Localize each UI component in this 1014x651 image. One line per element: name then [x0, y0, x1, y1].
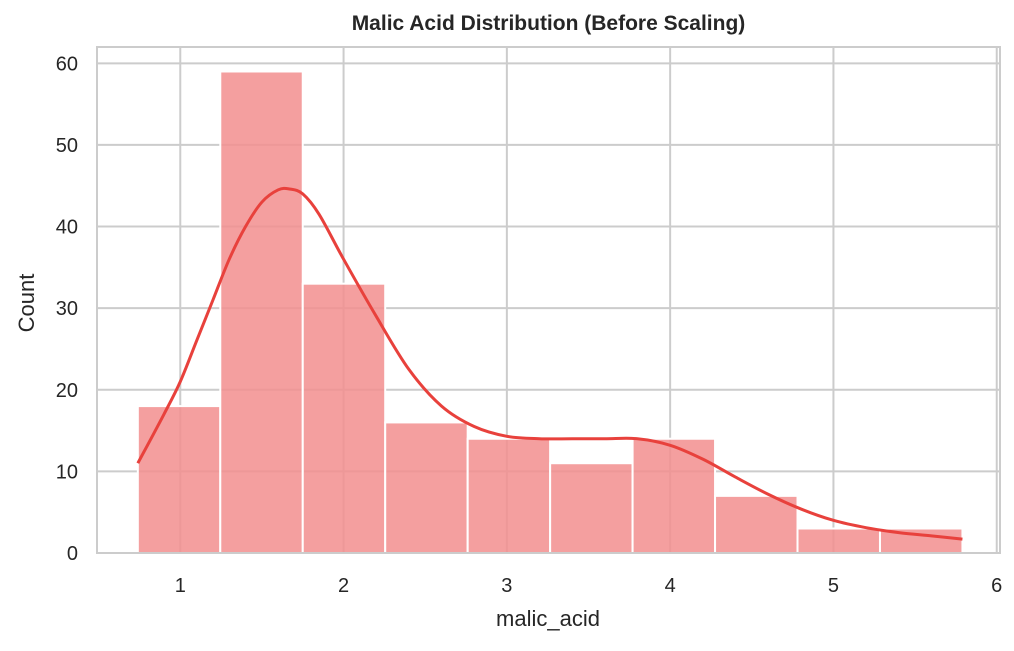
- histogram-bar: [631, 437, 717, 555]
- histogram-bar: [219, 70, 304, 555]
- y-tick-label: 40: [56, 217, 78, 239]
- y-tick-label: 50: [56, 135, 78, 157]
- histogram-bar: [301, 282, 387, 554]
- plot-frame: [96, 46, 1001, 554]
- histogram-bar: [549, 462, 634, 554]
- y-tick-label: 60: [56, 53, 78, 75]
- kde-curve: [136, 186, 963, 541]
- y-tick-label: 0: [67, 543, 78, 565]
- x-tick-label: 2: [338, 575, 349, 597]
- y-tick-labels: 0 10 20 30 40 50 60: [56, 53, 78, 565]
- x-axis-label: malic_acid: [496, 606, 600, 631]
- y-tick-label: 30: [56, 298, 78, 320]
- kde-curve-group: [136, 186, 963, 541]
- histogram-bar: [796, 527, 881, 554]
- x-tick-label: 5: [828, 575, 839, 597]
- chart-title: Malic Acid Distribution (Before Scaling): [351, 12, 746, 35]
- histogram-bar: [714, 494, 799, 555]
- histogram-bar: [466, 437, 552, 555]
- y-tick-label: 20: [56, 380, 78, 402]
- y-tick-label: 10: [56, 461, 78, 483]
- x-tick-label: 1: [175, 575, 186, 597]
- x-tick-labels: 1 2 3 4 5 6: [175, 575, 1003, 597]
- x-tick-label: 6: [991, 575, 1002, 597]
- x-tick-label: 3: [501, 575, 512, 597]
- histogram-bars: [136, 70, 964, 555]
- histogram-bar: [136, 405, 222, 554]
- histogram-bar: [384, 421, 469, 554]
- x-tick-label: 4: [665, 575, 676, 597]
- y-axis-label: Count: [14, 274, 39, 333]
